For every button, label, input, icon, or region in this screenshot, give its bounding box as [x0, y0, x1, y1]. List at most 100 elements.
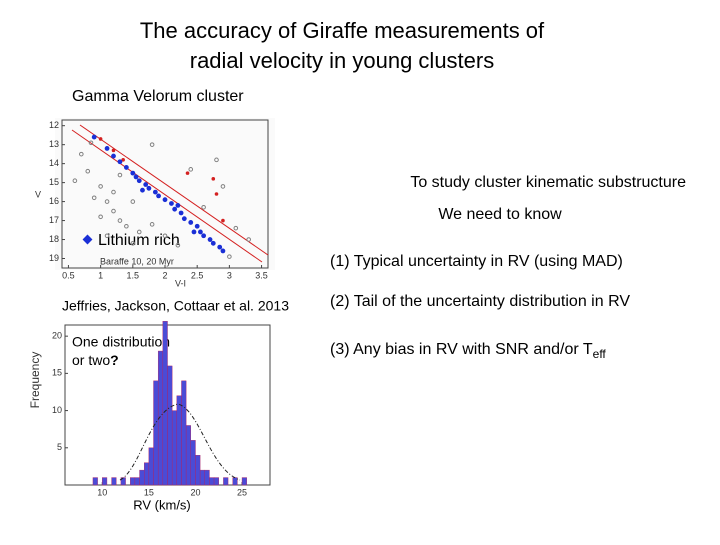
point	[98, 184, 103, 189]
y-tick-label: 14	[49, 158, 59, 168]
point	[220, 184, 226, 189]
x-tick-label: 3	[227, 270, 232, 280]
point	[227, 254, 232, 259]
y-tick-label: 5	[57, 442, 62, 452]
point	[111, 208, 116, 214]
point	[217, 244, 223, 250]
point	[133, 174, 139, 180]
bar	[148, 447, 154, 486]
point	[104, 199, 110, 204]
y-axis-label: Frequency	[28, 352, 42, 409]
point	[220, 248, 226, 254]
x-tick-label: 2	[162, 270, 167, 280]
bar	[130, 477, 136, 486]
bar	[120, 477, 126, 486]
point	[91, 195, 97, 201]
y-tick-label: 20	[52, 331, 62, 341]
model-line	[79, 124, 269, 256]
point	[172, 206, 178, 212]
x-axis-label: RV (km/s)	[133, 497, 191, 512]
item: (3) Any bias in RV with SNR and/or Teff	[330, 341, 606, 361]
y-tick-label: 15	[52, 368, 62, 378]
point	[91, 134, 97, 140]
bar	[232, 477, 238, 486]
point	[104, 233, 110, 239]
x-tick-label: 20	[190, 487, 200, 497]
title-line: The accuracy of Giraffe measurements of	[140, 18, 545, 43]
bar	[144, 462, 150, 486]
point	[79, 151, 84, 157]
y-tick-label: 17	[49, 215, 59, 225]
item: (1) Typical uncertainty in RV (using MAD…	[330, 253, 623, 270]
model-line	[71, 129, 263, 263]
bar	[171, 410, 178, 486]
item: (2) Tail of the uncertainty distribution…	[330, 293, 630, 310]
point	[140, 187, 145, 193]
point	[162, 197, 168, 203]
point	[124, 223, 129, 229]
bar	[199, 469, 205, 486]
point	[117, 159, 123, 165]
note-mark: ?	[110, 352, 119, 368]
point	[121, 158, 125, 162]
bar	[195, 455, 201, 486]
point	[88, 140, 94, 146]
point	[143, 182, 149, 187]
x-tick-label: 10	[97, 487, 107, 497]
need: We need to know	[438, 206, 562, 223]
point	[130, 241, 136, 246]
y-tick-label: 18	[49, 234, 59, 244]
point	[98, 214, 103, 220]
point	[130, 170, 136, 176]
point	[188, 167, 194, 172]
point	[214, 192, 219, 196]
point	[111, 153, 116, 159]
goal: To study cluster kinematic substructure	[410, 174, 686, 191]
point	[136, 178, 142, 184]
point	[117, 218, 123, 223]
point	[123, 165, 129, 170]
bar	[111, 477, 117, 486]
point	[72, 178, 78, 184]
y-tick-label: 19	[49, 253, 59, 263]
title-line: radial velocity in young clusters	[190, 48, 494, 73]
x-tick-label: 3.5	[255, 270, 268, 280]
note: One distribution	[72, 334, 170, 350]
y-tick-label: 13	[49, 139, 59, 149]
point	[188, 220, 194, 225]
x-tick-label: 25	[237, 487, 247, 497]
note-text: or two	[72, 352, 110, 368]
bar	[153, 380, 159, 486]
bar	[162, 321, 168, 486]
point	[207, 237, 213, 242]
bar	[223, 477, 229, 486]
y-tick-label: 12	[49, 120, 59, 130]
point	[198, 229, 203, 235]
bar	[181, 380, 187, 486]
subtitle: Gamma Velorum cluster	[72, 88, 244, 105]
point	[201, 233, 207, 239]
point	[149, 222, 155, 227]
point	[111, 189, 116, 195]
note: or two?	[72, 352, 119, 368]
x-axis-label: V-I	[175, 278, 186, 288]
y-axis-label: V	[35, 189, 41, 199]
point	[211, 177, 216, 181]
point	[162, 233, 168, 239]
x-tick-label: 0.5	[62, 270, 75, 280]
point	[156, 193, 161, 199]
point	[181, 216, 187, 222]
bar	[213, 477, 219, 486]
bar	[185, 425, 191, 486]
legend-marker	[82, 234, 93, 245]
point	[104, 146, 110, 151]
point	[175, 242, 181, 248]
point	[233, 225, 239, 231]
point	[246, 237, 251, 242]
point	[136, 229, 142, 235]
y-tick-label: 16	[49, 196, 59, 206]
point	[185, 171, 190, 175]
x-tick-label: 15	[144, 487, 154, 497]
